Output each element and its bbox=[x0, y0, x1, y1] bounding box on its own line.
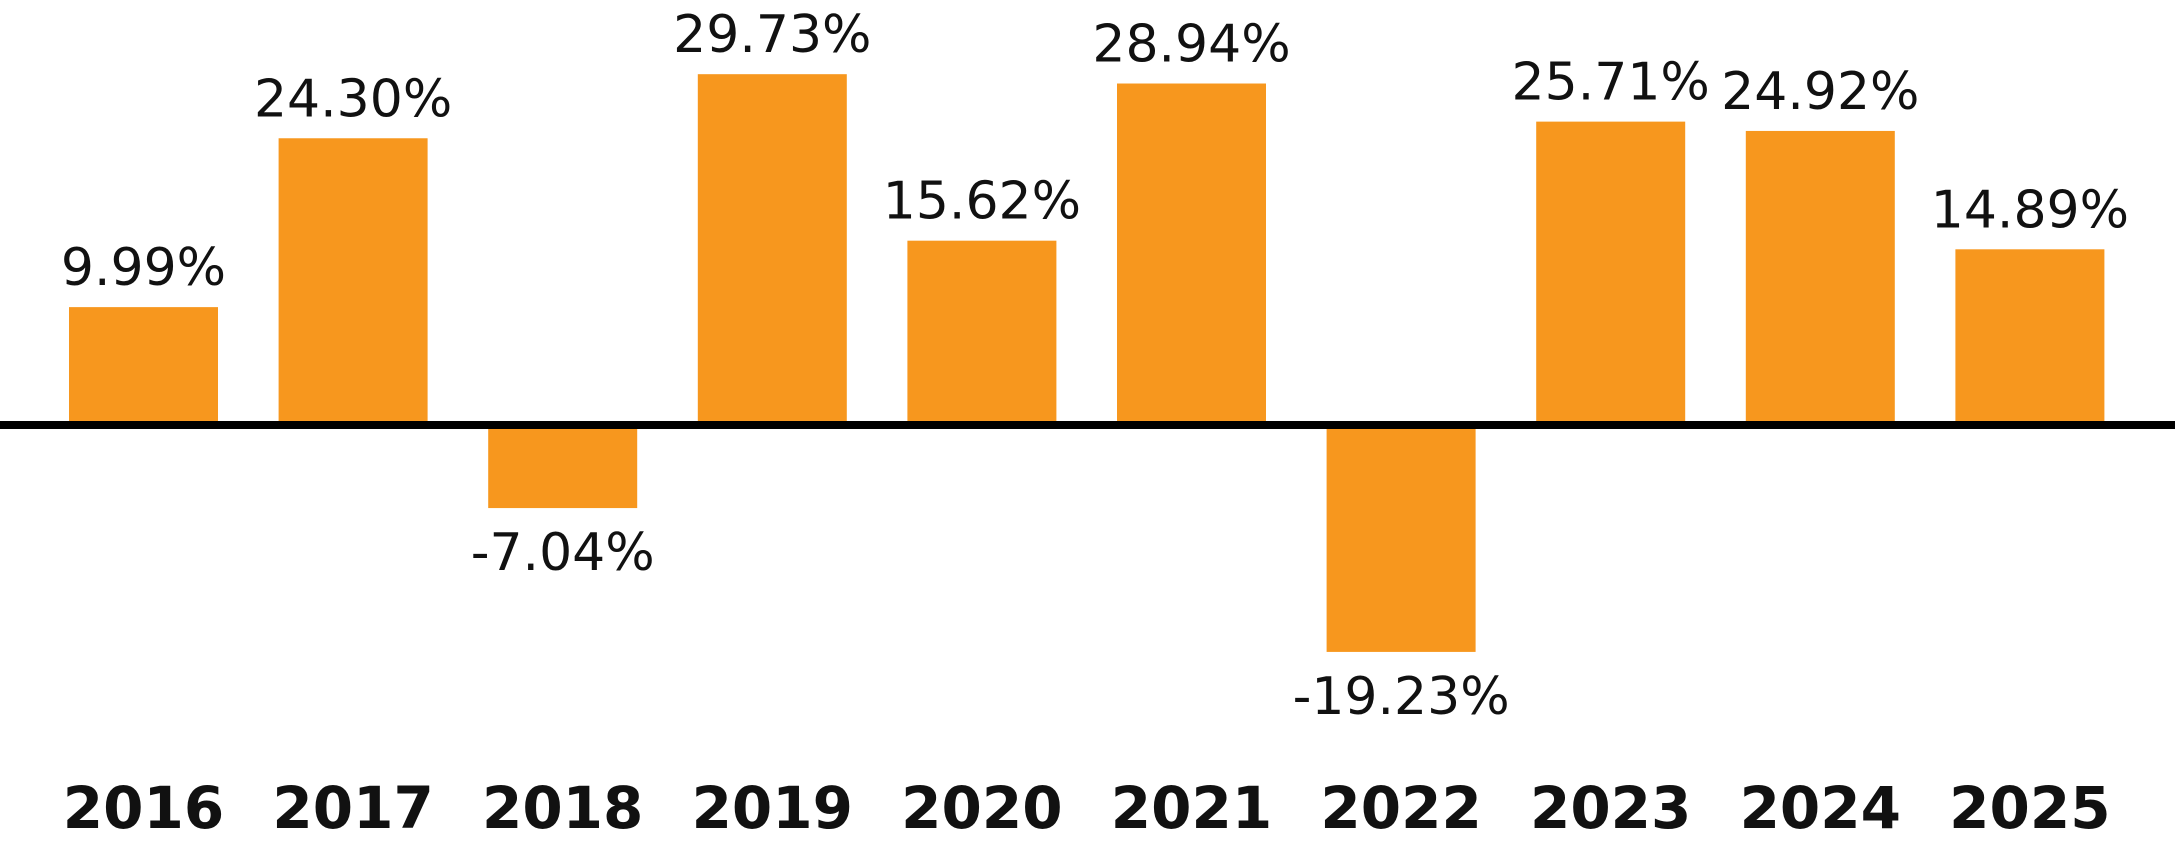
value-label: 14.89% bbox=[1931, 180, 2129, 240]
value-label: 29.73% bbox=[673, 5, 871, 65]
value-label: 25.71% bbox=[1512, 53, 1710, 113]
value-label: 24.92% bbox=[1721, 62, 1919, 122]
x-tick-label: 2018 bbox=[482, 774, 643, 842]
x-tick-label: 2024 bbox=[1740, 774, 1901, 842]
value-label: -7.04% bbox=[471, 523, 655, 583]
zero-line bbox=[0, 421, 2175, 429]
value-label: 9.99% bbox=[61, 238, 226, 298]
value-label: 24.30% bbox=[254, 69, 452, 129]
value-label: -19.23% bbox=[1293, 667, 1510, 727]
x-tick-label: 2023 bbox=[1530, 774, 1691, 842]
x-tick-label: 2017 bbox=[272, 774, 433, 842]
bar bbox=[697, 74, 847, 425]
bar bbox=[69, 307, 218, 425]
x-tick-label: 2019 bbox=[692, 774, 853, 842]
x-tick-label: 2022 bbox=[1320, 774, 1481, 842]
bar bbox=[1955, 249, 2105, 425]
x-tick-label: 2021 bbox=[1111, 774, 1272, 842]
bar bbox=[488, 425, 638, 509]
value-label: 28.94% bbox=[1092, 15, 1290, 75]
x-tick-label: 2016 bbox=[63, 774, 224, 842]
x-tick-label: 2025 bbox=[1949, 774, 2110, 842]
x-tick-label: 2020 bbox=[901, 774, 1062, 842]
bar bbox=[907, 240, 1057, 425]
bar bbox=[1117, 83, 1266, 426]
bar bbox=[1745, 130, 1895, 425]
bar bbox=[278, 138, 428, 425]
value-label: 15.62% bbox=[883, 172, 1081, 232]
bar bbox=[1536, 121, 1686, 425]
bar bbox=[1326, 425, 1476, 652]
